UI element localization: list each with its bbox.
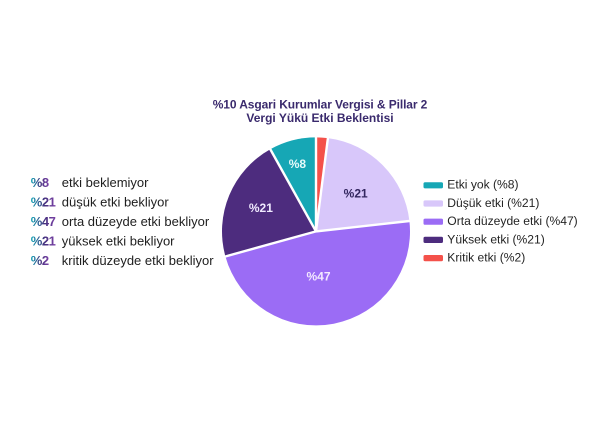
svg-text:%21: %21 (31, 233, 56, 248)
svg-text:Etki yok (%8): Etki yok (%8) (447, 178, 518, 192)
svg-text:%47: %47 (31, 214, 56, 229)
svg-text:Kritik etki (%2): Kritik etki (%2) (447, 251, 525, 265)
svg-text:%47: %47 (306, 269, 330, 283)
svg-text:orta düzeyde etki bekliyor: orta düzeyde etki bekliyor (62, 214, 210, 229)
svg-text:yüksek etki bekliyor: yüksek etki bekliyor (62, 233, 175, 248)
svg-text:%10 Asgari Kurumlar Vergisi &: %10 Asgari Kurumlar Vergisi & Pillar 2 (213, 97, 428, 111)
svg-text:%21: %21 (31, 194, 56, 209)
svg-text:Orta düzeyde etki (%47): Orta düzeyde etki (%47) (447, 214, 577, 228)
svg-text:%8: %8 (31, 175, 49, 190)
svg-text:%2: %2 (31, 253, 49, 268)
svg-text:%21: %21 (344, 187, 368, 201)
svg-text:düşük etki bekliyor: düşük etki bekliyor (62, 194, 170, 209)
svg-text:%8: %8 (289, 157, 307, 171)
svg-text:Yüksek etki (%21): Yüksek etki (%21) (447, 232, 544, 246)
svg-text:kritik düzeyde etki bekliyor: kritik düzeyde etki bekliyor (62, 253, 214, 268)
svg-text:%21: %21 (249, 201, 273, 215)
svg-text:Düşük etki (%21): Düşük etki (%21) (447, 196, 539, 210)
svg-text:Vergi Yükü Etki Beklentisi: Vergi Yükü Etki Beklentisi (246, 111, 393, 125)
svg-text:etki beklemiyor: etki beklemiyor (62, 175, 149, 190)
